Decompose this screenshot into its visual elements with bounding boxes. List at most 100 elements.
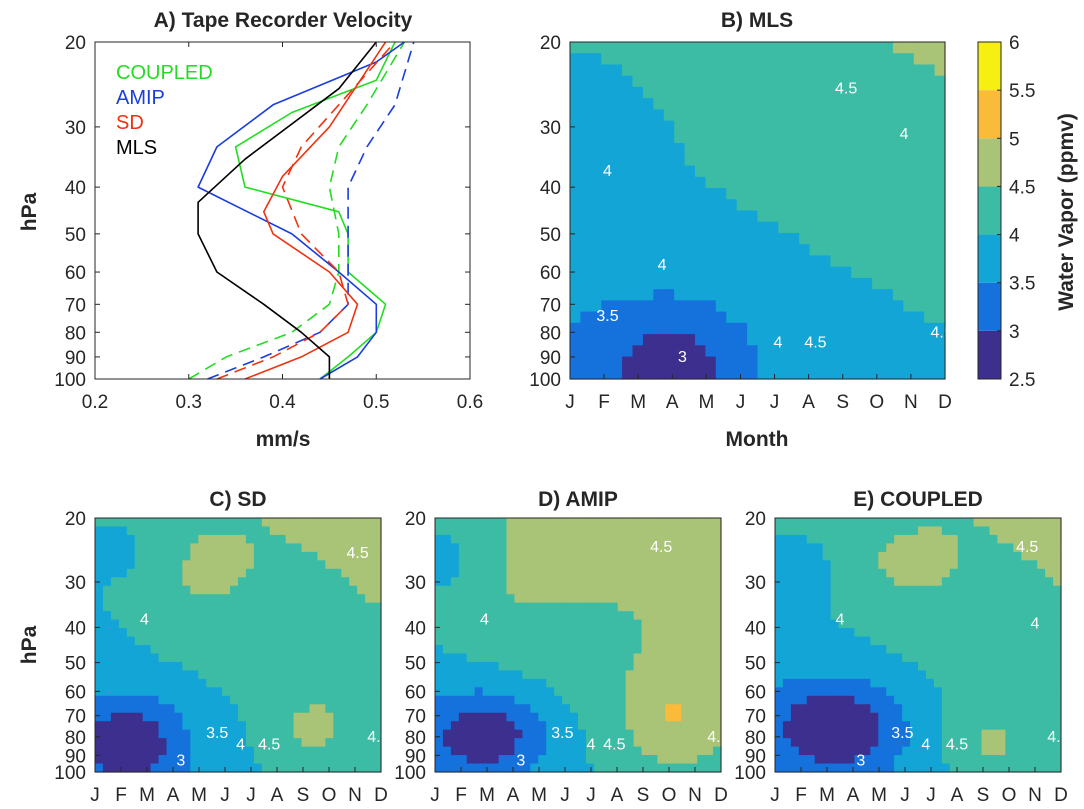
field-cell [206, 602, 215, 612]
field-cell [695, 165, 707, 178]
field-cell [674, 109, 686, 122]
field-cell [333, 611, 342, 621]
field-cell [642, 221, 654, 234]
field-cell [190, 628, 199, 638]
field-cell [261, 653, 271, 663]
field-cell [622, 322, 634, 335]
field-cell [997, 585, 1006, 595]
field-cell [806, 755, 816, 765]
field-cell [95, 653, 104, 663]
field-cell [102, 661, 112, 671]
field-cell [689, 543, 698, 553]
field-cell [95, 670, 104, 680]
field-cell [102, 712, 112, 722]
field-cell [989, 738, 999, 748]
field-cell [365, 577, 374, 587]
field-cell [622, 165, 634, 178]
field-cell [309, 721, 319, 731]
field-cell [253, 518, 263, 528]
field-cell [798, 560, 808, 570]
field-cell [799, 176, 811, 189]
field-cell [870, 661, 879, 671]
field-cell [918, 661, 927, 671]
field-cell [726, 75, 738, 88]
field-cell [1021, 568, 1030, 578]
field-cell [902, 534, 911, 544]
field-cell [580, 232, 592, 245]
field-cell [450, 670, 460, 680]
field-cell [142, 568, 152, 578]
field-cell [546, 712, 555, 722]
field-cell [681, 551, 690, 561]
field-cell [840, 188, 852, 200]
field-cell [798, 526, 808, 536]
field-cell [681, 577, 690, 587]
field-cell [261, 729, 271, 739]
field-cell [918, 721, 927, 731]
field-cell [862, 653, 871, 663]
field-cell [957, 636, 967, 646]
field-cell [820, 232, 832, 245]
field-cell [894, 534, 903, 544]
field-cell [632, 64, 644, 77]
field-cell [625, 687, 635, 697]
field-cell [1029, 518, 1038, 528]
field-cell [174, 602, 183, 612]
field-cell [538, 551, 547, 561]
field-cell [333, 619, 342, 629]
field-cell [778, 244, 790, 257]
x-tick-label: J [586, 785, 596, 806]
field-cell [269, 763, 279, 773]
field-cell [150, 534, 160, 544]
field-cell [166, 628, 176, 638]
field-cell [190, 661, 199, 671]
field-cell [498, 653, 508, 663]
field-cell [538, 611, 547, 621]
field-cell [726, 131, 738, 144]
field-cell [498, 695, 508, 705]
field-cell [997, 543, 1006, 553]
field-cell [663, 221, 675, 234]
field-cell [622, 109, 634, 122]
field-cell [767, 42, 779, 54]
field-cell [989, 653, 999, 663]
field-cell [562, 636, 571, 646]
field-cell [190, 577, 199, 587]
field-cell [981, 738, 991, 748]
field-cell [892, 232, 904, 245]
field-cell [981, 763, 991, 773]
field-cell [1045, 611, 1054, 621]
field-cell [1005, 712, 1014, 722]
field-cell [925, 611, 935, 621]
field-cell [325, 628, 334, 638]
field-cell [341, 704, 350, 714]
field-cell [309, 746, 319, 756]
field-cell [892, 322, 904, 335]
field-cell [357, 729, 366, 739]
field-cell [530, 678, 539, 688]
field-cell [466, 611, 476, 621]
field-cell [757, 334, 769, 346]
field-cell [892, 143, 904, 155]
field-cell [190, 746, 199, 756]
field-cell [450, 755, 460, 765]
field-cell [767, 356, 779, 369]
colorbar-tick-label: 3.5 [1009, 274, 1035, 295]
field-cell [450, 763, 460, 773]
field-cell [482, 585, 492, 595]
field-cell [222, 636, 231, 646]
field-cell [285, 653, 295, 663]
field-cell [341, 611, 350, 621]
field-cell [585, 721, 595, 731]
field-cell [230, 763, 239, 773]
series-mls-solid-line [197, 41, 377, 379]
field-cell [498, 704, 508, 714]
field-cell [230, 729, 239, 739]
field-cell [514, 755, 523, 765]
field-cell [530, 695, 539, 705]
field-cell [554, 560, 563, 570]
field-cell [174, 670, 183, 680]
field-cell [663, 255, 675, 268]
field-cell [474, 534, 484, 544]
